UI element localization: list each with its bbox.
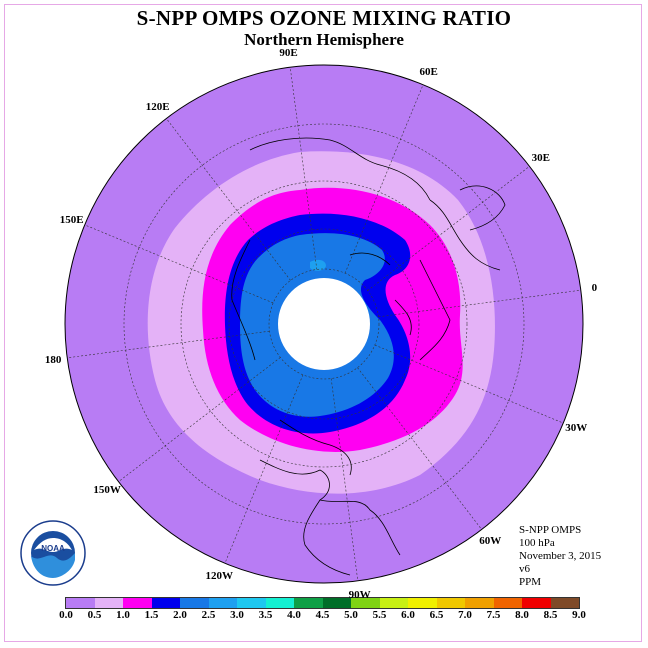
longitude-label: 90E [279,47,298,60]
colorbar-tick-label: 1.0 [116,609,130,621]
info-units: PPM [519,576,542,588]
longitude-label: 60E [419,65,438,78]
colorbar-tick-label: 5.0 [344,609,358,621]
meridian-line [357,367,482,530]
figure-frame [4,4,642,642]
colorbar-tick-label: 2.5 [201,609,216,621]
colorbar-swatch [408,598,437,608]
colorbar-swatch [493,598,522,608]
longitude-label: 60W [479,534,502,547]
colorbar-swatch [123,598,152,608]
ozone-spot [310,259,326,271]
colorbar-swatch [94,598,123,608]
colorbar-swatch [180,598,209,608]
colorbar-tick-label: 6.5 [429,609,444,621]
colorbar-swatch [265,598,294,608]
meridian-line [224,374,304,564]
colorbar [65,597,580,609]
map-title: S-NPP OMPS OZONE MIXING RATIO [136,6,512,30]
colorbar-swatch [436,598,465,608]
meridian-line [67,330,270,359]
colorbar-swatch [151,598,180,608]
colorbar-tick-label: 3.5 [258,609,273,621]
colorbar-swatch [379,598,408,608]
longitude-label: 30E [531,151,550,164]
colorbar-swatch [66,598,95,608]
colorbar-ticks: 0.0 0.5 1.0 1.5 2.0 2.5 3.0 3.5 4.0 4.5 5.0 5.5 6.0 6… [0,609,648,623]
colorbar-tick-label: 8.5 [543,609,558,621]
colorbar-tick-label: 7.0 [458,609,472,621]
meridian-line [289,67,318,270]
colorbar-swatch [351,598,380,608]
colorbar-tick-label: 6.0 [401,609,415,621]
map-subtitle: Northern Hemisphere [244,30,404,49]
colorbar-tick-label: 4.0 [287,609,301,621]
colorbar-swatch [208,598,237,608]
colorbar-tick-label: 0.0 [59,609,73,621]
longitude-label: 90W [348,588,371,601]
colorbar-tick-label: 4.5 [315,609,330,621]
longitude-label: 120W [205,570,234,583]
graticule [67,67,581,581]
colorbar-tick-label: 3.0 [230,609,244,621]
meridian-line [374,344,564,424]
colorbar-swatch [322,598,351,608]
info-date: November 3, 2015 [519,550,602,562]
meridian-line [84,224,274,304]
colorbar-tick-label: 9.0 [572,609,586,621]
colorbar-swatch [522,598,551,608]
longitude-label: 120E [145,101,170,114]
colorbar-swatch [294,598,323,608]
meridian-line [330,378,359,581]
colorbar-swatch [550,598,579,608]
longitude-label: 0 [591,282,598,295]
colorbar-tick-label: 0.5 [87,609,102,621]
colorbar-swatch [237,598,266,608]
meridian-line [118,357,281,482]
info-instrument: S-NPP OMPS [519,524,582,536]
meridian-line [378,289,581,318]
longitude-label: 150W [93,484,121,497]
colorbar-swatch [465,598,494,608]
coastlines [231,137,506,576]
info-level: 100 hPa [519,537,555,549]
logo-text: NOAA [41,544,65,553]
disc-outline [64,64,584,584]
info-version: v6 [519,563,530,575]
info-block: S-NPP OMPS 100 hPa November 3, 2015 v6 P… [519,524,601,589]
polar-hole [278,278,370,370]
colorbar-tick-label: 5.5 [372,609,387,621]
meridian-line [367,166,530,291]
colorbar-tick-label: 2.0 [173,609,187,621]
longitude-label: 150E [59,213,84,226]
colorbar-tick-label: 8.0 [515,609,529,621]
colorbar-tick-label: 7.5 [486,609,501,621]
meridian-line [166,118,291,281]
longitude-label: 30W [565,422,588,435]
meridian-line [344,84,424,274]
colorbar-tick-label: 1.5 [144,609,159,621]
noaa-logo: NOAA [20,520,86,586]
longitude-label: 180 [44,353,62,366]
